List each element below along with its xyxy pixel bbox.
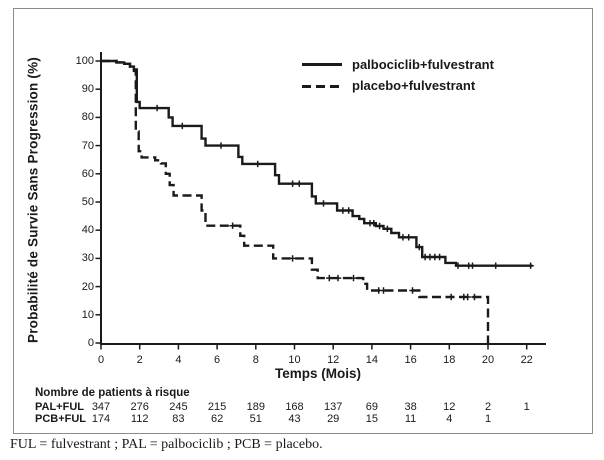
at-risk-count: 43 — [288, 413, 301, 425]
at-risk-count: 4 — [446, 413, 453, 425]
at-risk-count: 112 — [130, 413, 149, 425]
at-risk-count: 1 — [484, 413, 492, 425]
x-tick-label: 6 — [214, 354, 221, 366]
y-tick-label: 20 — [81, 280, 94, 293]
at-risk-count: 15 — [365, 413, 379, 425]
legend-line-solid-icon — [302, 63, 342, 66]
at-risk-count: 11 — [404, 413, 417, 425]
censor-marks-dashed — [229, 222, 478, 301]
at-risk-count: 29 — [327, 413, 340, 425]
footnote-abbreviations: FUL = fulvestrant ; PAL = palbociclib ; … — [10, 437, 323, 452]
x-tick-label: 22 — [520, 354, 533, 366]
at-risk-count: 12 — [443, 401, 456, 413]
at-risk-count: 174 — [91, 413, 111, 425]
x-axis-title: Temps (Mois) — [274, 366, 362, 381]
x-tick-label: 12 — [327, 354, 340, 366]
legend-label-placebo: placebo+fulvestrant — [352, 78, 476, 93]
x-tick-label: 2 — [136, 354, 143, 366]
x-tick-label: 8 — [252, 354, 259, 366]
x-tick-label: 16 — [404, 354, 417, 366]
y-tick-label: 90 — [81, 83, 94, 96]
y-axis-title: Probabilité de Survie Sans Progression (… — [25, 57, 41, 343]
y-tick-label: 60 — [81, 167, 94, 180]
y-tick-label: 0 — [87, 337, 94, 349]
at-risk-row-label-pal: PAL+FUL — [35, 401, 84, 413]
at-risk-count: 83 — [172, 413, 185, 425]
figure-border-box — [13, 8, 593, 434]
at-risk-count: 51 — [249, 413, 262, 425]
x-tick-label: 14 — [365, 354, 379, 366]
y-tick-label: 50 — [81, 196, 94, 208]
at-risk-count: 62 — [210, 413, 224, 425]
at-risk-count: 347 — [91, 401, 111, 413]
legend-label-palbociclib: palbociclib+fulvestrant — [352, 56, 494, 72]
at-risk-count: 69 — [365, 401, 379, 413]
at-risk-count: 1 — [523, 401, 530, 413]
at-risk-count: 189 — [246, 401, 265, 413]
at-risk-count: 2 — [484, 401, 492, 413]
at-risk-count: 215 — [207, 401, 227, 413]
x-tick-label: 10 — [288, 354, 301, 366]
at-risk-count: 276 — [130, 401, 149, 413]
y-tick-label: 40 — [81, 224, 94, 237]
at-risk-count: 137 — [324, 401, 343, 413]
x-tick-label: 0 — [97, 354, 105, 366]
at-risk-count: 245 — [169, 401, 188, 413]
at-risk-count: 38 — [404, 401, 417, 413]
at-risk-row-label-pcb: PCB+FUL — [35, 413, 87, 425]
y-tick-label: 70 — [81, 139, 94, 152]
at-risk-table-title: Nombre de patients à risque — [35, 387, 190, 399]
legend-line-dashed-icon — [302, 84, 342, 88]
y-tick-label: 100 — [75, 55, 94, 67]
at-risk-count: 168 — [285, 401, 304, 413]
x-tick-label: 20 — [481, 354, 495, 366]
y-tick-label: 80 — [81, 111, 94, 124]
y-tick-label: 30 — [81, 252, 94, 265]
y-tick-label: 10 — [81, 308, 94, 321]
km-curve-dashed — [101, 59, 490, 343]
censor-marks-solid — [153, 104, 534, 269]
x-tick-label: 18 — [443, 354, 456, 366]
x-tick-label: 4 — [175, 354, 182, 366]
